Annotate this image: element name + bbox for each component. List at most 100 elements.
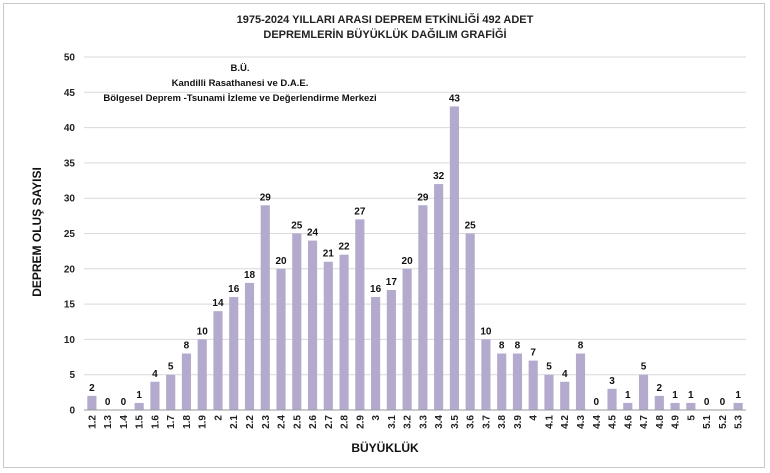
y-tick-label: 5 xyxy=(69,370,75,381)
x-tick-label: 4.9 xyxy=(671,415,682,429)
bar xyxy=(260,205,270,410)
bar-value-label: 20 xyxy=(275,256,287,267)
bar-value-label: 29 xyxy=(417,192,429,203)
bar-value-label: 4 xyxy=(152,369,158,380)
x-axis-title: BÜYÜKLÜK xyxy=(351,440,419,455)
bar-value-label: 4 xyxy=(562,369,568,380)
bar xyxy=(229,297,239,410)
chart-title-line1: 1975-2024 YILLARI ARASI DEPREM ETKİNLİĞİ… xyxy=(237,13,534,26)
chart-title-line2: DEPREMLERİN BÜYÜKLÜK DAĞILIM GRAFİĞİ xyxy=(263,28,506,41)
bar xyxy=(134,402,144,410)
y-tick-label: 10 xyxy=(64,335,76,346)
bars xyxy=(87,106,743,411)
x-tick-label: 3.1 xyxy=(387,415,398,429)
x-tick-label: 4.4 xyxy=(592,415,603,429)
x-tick-label: 2 xyxy=(213,415,224,421)
bar xyxy=(686,402,696,410)
bar-value-label: 0 xyxy=(720,397,726,408)
source-line1: B.Ü. xyxy=(231,63,250,74)
bar xyxy=(733,402,743,410)
x-tick-label: 2.8 xyxy=(340,415,351,429)
bar xyxy=(465,233,475,410)
x-tick-label: 3.3 xyxy=(418,415,429,429)
x-tick-label: 4.8 xyxy=(655,415,666,429)
x-tick-label: 2.4 xyxy=(277,415,288,429)
x-tick-label: 4.5 xyxy=(608,415,619,429)
bar xyxy=(607,388,617,410)
bar-value-label: 0 xyxy=(704,397,710,408)
y-tick-label: 30 xyxy=(64,194,76,205)
bar-value-label: 29 xyxy=(260,192,272,203)
value-labels: 20 01458101416182920252421222716172029324… xyxy=(89,93,741,408)
x-tick-label: 1.7 xyxy=(166,415,177,429)
bar xyxy=(166,374,176,410)
bar-value-label: 1 xyxy=(688,390,694,401)
bar xyxy=(449,106,459,411)
bar-value-label: 8 xyxy=(515,341,521,352)
bar-value-label: 0 xyxy=(121,397,127,408)
bar-value-label: 8 xyxy=(499,341,505,352)
bar-value-label: 32 xyxy=(433,171,445,182)
bar xyxy=(670,402,680,410)
bar xyxy=(654,395,664,410)
bar xyxy=(197,339,207,410)
bar-value-label: 10 xyxy=(197,326,209,337)
x-tick-labels: 1.2 1.3 1.4 1.5 1.6 1.7 1.8 1.9 2 2.1 2.2 2.3 2.4 2.5… xyxy=(87,415,744,429)
x-tick-label: 3.5 xyxy=(450,415,461,429)
bar-value-label: 43 xyxy=(449,93,461,104)
x-tick-label: 1.3 xyxy=(103,415,114,429)
bar-value-label: 25 xyxy=(291,221,303,232)
x-tick-label: 1.6 xyxy=(150,415,161,429)
x-tick-label: 4 xyxy=(529,415,540,421)
x-tick-label: 2.1 xyxy=(229,415,240,429)
bar xyxy=(150,381,160,410)
y-axis-title: DEPREM OLUŞ SAYISI xyxy=(30,167,44,297)
x-tick-label: 2.5 xyxy=(292,415,303,429)
bar xyxy=(575,353,586,410)
bar xyxy=(292,233,302,410)
y-tick-label: 35 xyxy=(64,158,76,169)
x-tick-label: 3.4 xyxy=(434,415,445,429)
x-tick-label: 1.5 xyxy=(135,415,146,429)
bar-value-label: 25 xyxy=(465,221,477,232)
x-tick-label: 3.8 xyxy=(497,415,508,429)
bar-value-label: 22 xyxy=(339,242,351,253)
bar xyxy=(481,339,491,410)
y-tick-labels: 0 5 10 15 20 25 30 35 40 45 50 xyxy=(64,53,76,417)
bar xyxy=(434,184,444,410)
x-tick-label: 4.3 xyxy=(576,415,587,429)
x-tick-label: 5.1 xyxy=(702,415,713,429)
bar xyxy=(213,311,223,410)
x-tick-label: 1.9 xyxy=(198,415,209,429)
bar-value-label: 2 xyxy=(657,383,663,394)
bar-value-label: 20 xyxy=(402,256,414,267)
bar-value-label: 1 xyxy=(672,390,678,401)
y-tick-label: 40 xyxy=(64,123,76,134)
x-tick-label: 3 xyxy=(371,415,382,421)
chart-frame xyxy=(3,3,765,468)
source-line3: Bölgesel Deprem -Tsunami İzleme ve Değer… xyxy=(103,93,376,104)
y-tick-label: 20 xyxy=(64,264,76,275)
x-tick-label: 3.6 xyxy=(466,415,477,429)
bar-value-label: 1 xyxy=(735,390,741,401)
x-tick-label: 2.6 xyxy=(308,415,319,429)
source-line2: Kandilli Rasathanesi ve D.A.E. xyxy=(172,78,309,89)
bar xyxy=(307,240,318,410)
x-tick-label: 2.9 xyxy=(355,415,366,429)
bar-value-label: 14 xyxy=(212,298,224,309)
x-tick-label: 4.6 xyxy=(623,415,634,429)
bar-value-label: 5 xyxy=(168,362,174,373)
bar xyxy=(528,360,538,410)
x-tick-label: 4.1 xyxy=(544,415,555,429)
y-tick-label: 25 xyxy=(64,229,76,240)
y-tick-label: 50 xyxy=(64,53,76,64)
bar xyxy=(623,402,633,410)
x-tick-label: 5.2 xyxy=(718,415,729,429)
bar-value-label: 1 xyxy=(136,390,142,401)
x-tick-label: 1.8 xyxy=(182,415,193,429)
bar xyxy=(512,353,523,410)
bar xyxy=(339,254,349,410)
gridlines xyxy=(84,56,746,376)
bar-value-label: 18 xyxy=(244,270,256,281)
y-tick-label: 45 xyxy=(64,88,76,99)
